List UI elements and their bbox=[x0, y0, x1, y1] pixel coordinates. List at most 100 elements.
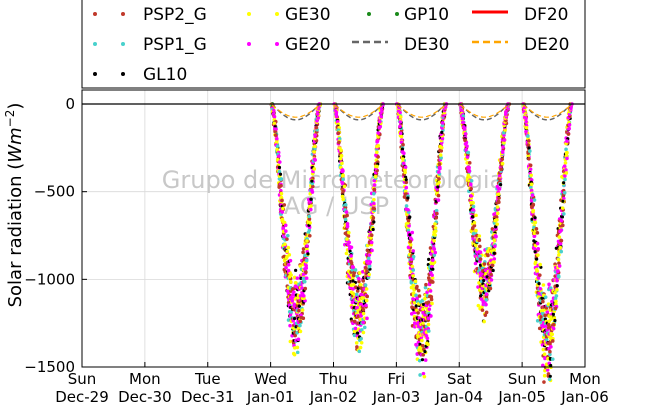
data-point-ge20 bbox=[308, 200, 313, 204]
data-point-gl10 bbox=[408, 215, 412, 219]
data-point-ge20 bbox=[411, 249, 416, 253]
data-point-psp2_g bbox=[297, 308, 301, 313]
x-tick-day: Sun bbox=[68, 370, 97, 388]
data-point-psp2_g bbox=[429, 297, 434, 302]
data-point-ge30 bbox=[533, 220, 538, 225]
data-point-ge30 bbox=[344, 251, 349, 256]
data-point-ge20 bbox=[313, 133, 317, 137]
data-point-ge20 bbox=[425, 290, 429, 295]
data-point-ge20 bbox=[484, 292, 489, 296]
data-point-ge30 bbox=[564, 171, 569, 175]
data-point-gl10 bbox=[440, 130, 444, 134]
data-point-psp2_g bbox=[361, 279, 366, 283]
data-point-ge30 bbox=[358, 345, 363, 350]
line-de20 bbox=[523, 104, 572, 118]
plot-area bbox=[269, 102, 574, 384]
data-point-psp2_g bbox=[469, 186, 473, 191]
legend-marker-psp1_g bbox=[121, 42, 125, 46]
data-point-gl10 bbox=[436, 185, 440, 189]
watermark: Grupo de Micrometeorologia IAG / USP bbox=[162, 166, 504, 220]
data-point-psp2_g bbox=[538, 273, 542, 277]
data-point-psp1_g bbox=[526, 134, 530, 138]
data-point-ge30 bbox=[285, 249, 290, 254]
data-point-gl10 bbox=[530, 217, 534, 221]
data-point-psp1_g bbox=[478, 254, 482, 259]
data-point-psp1_g bbox=[553, 296, 558, 301]
data-point-ge20 bbox=[564, 168, 568, 172]
data-point-gl10 bbox=[421, 302, 426, 307]
data-point-gl10 bbox=[539, 265, 543, 269]
data-point-ge20 bbox=[492, 257, 497, 261]
data-point-ge30 bbox=[495, 205, 500, 209]
legend-marker-ge30 bbox=[275, 12, 279, 16]
data-point-psp2_g bbox=[478, 244, 482, 249]
legend-label-psp1_g: PSP1_G bbox=[143, 35, 207, 55]
data-point-psp2_g bbox=[361, 307, 366, 312]
data-point-psp2_g bbox=[279, 184, 283, 188]
data-point-ge30 bbox=[565, 150, 569, 155]
data-point-ge20 bbox=[369, 240, 374, 245]
data-point-ge30 bbox=[412, 301, 417, 305]
data-point-psp2_g bbox=[539, 315, 543, 319]
data-point-ge20 bbox=[497, 187, 502, 191]
data-point-ge30 bbox=[272, 121, 277, 126]
data-point-gl10 bbox=[470, 215, 475, 219]
data-point-ge30 bbox=[502, 140, 506, 145]
line-de30 bbox=[271, 103, 321, 121]
data-point-ge20 bbox=[402, 151, 406, 156]
data-point-ge20 bbox=[288, 323, 292, 328]
data-point-ge20 bbox=[471, 208, 476, 212]
data-point-ge20 bbox=[549, 345, 553, 349]
data-point-ge20 bbox=[557, 264, 562, 268]
data-point-psp1_g bbox=[547, 377, 552, 382]
data-point-ge30 bbox=[433, 226, 438, 230]
data-point-gl10 bbox=[294, 268, 298, 272]
data-point-ge30 bbox=[555, 287, 559, 292]
data-point-psp1_g bbox=[535, 318, 540, 323]
data-point-ge20 bbox=[376, 131, 380, 135]
data-point-psp1_g bbox=[434, 208, 439, 213]
data-point-ge20 bbox=[535, 241, 540, 246]
data-point-ge20 bbox=[476, 285, 480, 289]
data-point-ge20 bbox=[469, 194, 473, 198]
data-point-psp2_g bbox=[345, 213, 349, 218]
data-point-ge20 bbox=[272, 114, 277, 119]
data-point-ge20 bbox=[372, 201, 376, 206]
data-point-ge30 bbox=[422, 374, 427, 379]
data-point-psp1_g bbox=[469, 178, 474, 183]
data-point-psp1_g bbox=[564, 147, 568, 152]
data-point-ge20 bbox=[401, 161, 406, 166]
data-point-psp1_g bbox=[352, 333, 357, 338]
data-point-ge30 bbox=[526, 153, 531, 158]
data-point-ge30 bbox=[281, 206, 285, 211]
data-point-ge20 bbox=[500, 150, 505, 155]
data-point-ge30 bbox=[361, 330, 366, 335]
data-point-psp2_g bbox=[528, 163, 533, 168]
data-point-ge20 bbox=[349, 245, 354, 250]
data-point-ge30 bbox=[400, 157, 405, 161]
data-point-ge20 bbox=[375, 139, 380, 143]
data-point-psp2_g bbox=[280, 198, 284, 203]
data-point-psp2_g bbox=[463, 138, 467, 143]
data-point-gl10 bbox=[292, 316, 297, 321]
data-point-gl10 bbox=[533, 250, 537, 254]
data-point-gl10 bbox=[535, 257, 539, 261]
data-point-gl10 bbox=[309, 197, 313, 201]
data-point-ge20 bbox=[286, 268, 291, 273]
data-point-psp2_g bbox=[496, 199, 501, 204]
data-point-ge30 bbox=[421, 321, 425, 325]
data-point-ge30 bbox=[563, 161, 568, 165]
data-point-gl10 bbox=[560, 215, 565, 219]
data-point-ge30 bbox=[492, 238, 497, 243]
data-point-psp2_g bbox=[421, 353, 426, 357]
data-point-gl10 bbox=[553, 318, 557, 323]
data-point-ge30 bbox=[471, 201, 475, 205]
data-point-ge20 bbox=[295, 276, 300, 280]
data-point-ge20 bbox=[461, 120, 466, 125]
data-point-psp2_g bbox=[497, 196, 501, 200]
data-point-ge20 bbox=[562, 164, 567, 168]
data-point-ge20 bbox=[423, 358, 428, 362]
data-point-psp2_g bbox=[435, 211, 439, 216]
data-point-ge30 bbox=[438, 153, 443, 157]
legend-label-df20: DF20 bbox=[524, 5, 569, 25]
